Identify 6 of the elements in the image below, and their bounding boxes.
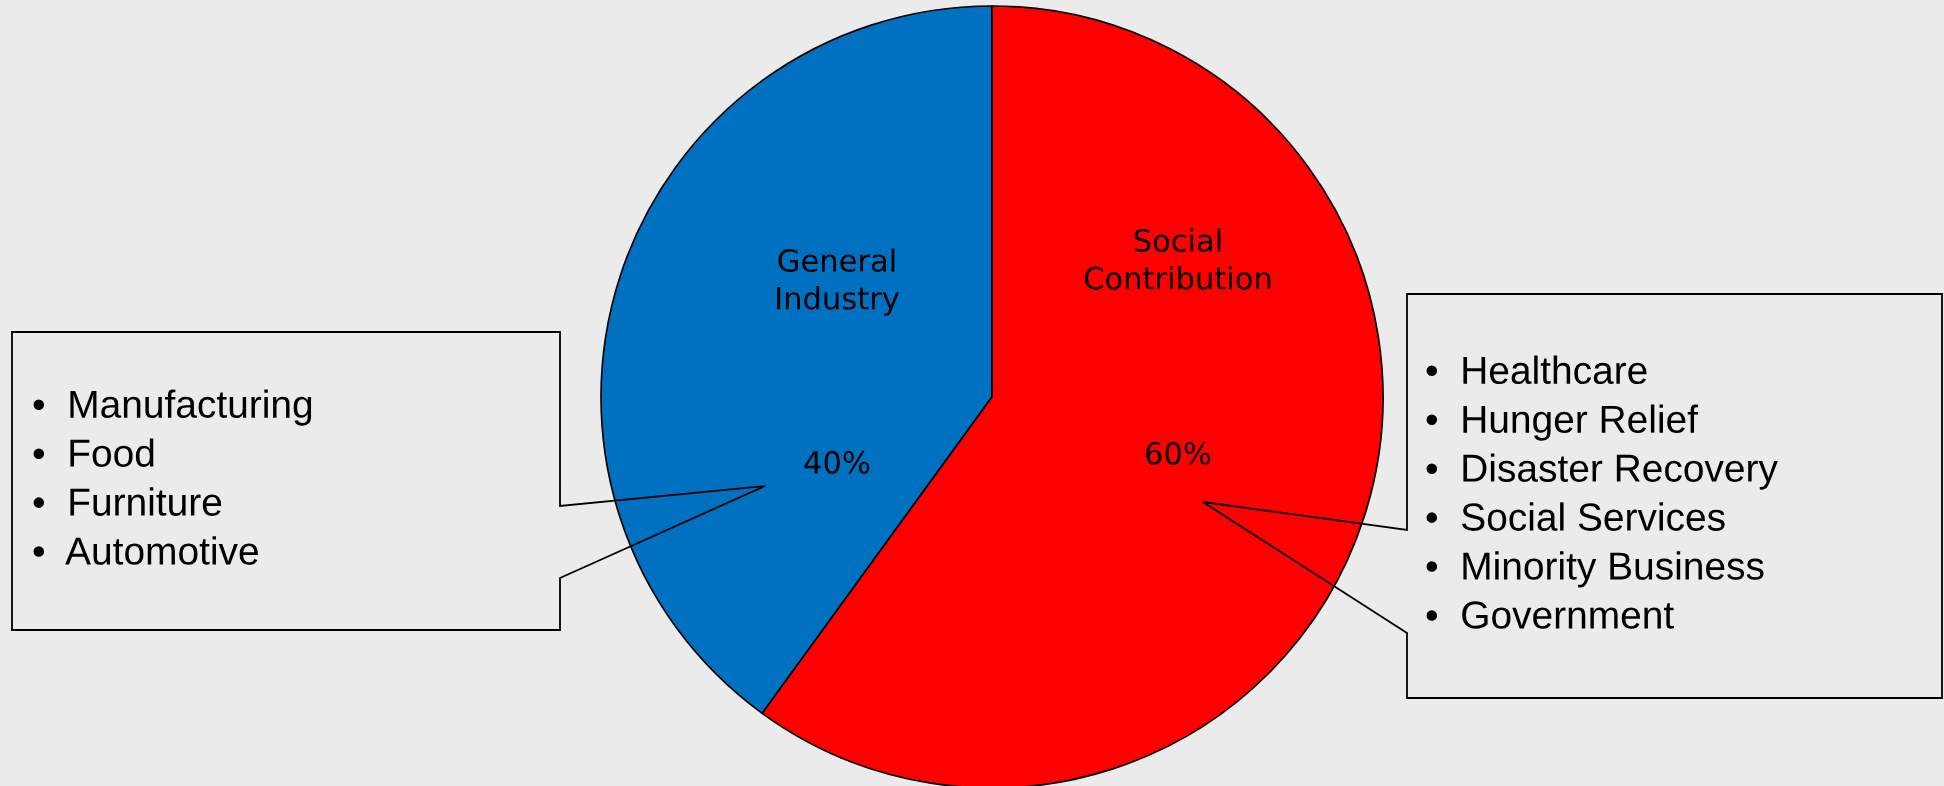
slice-label: General Industry <box>777 248 899 316</box>
data-label: 60% <box>1146 441 1211 465</box>
text: • Manufacturing • Food • Furniture • Automotive <box>33 389 312 565</box>
text: • Healthcare • Hunger Relief • Disaster Recovery • Social Services • Minority Business • Government <box>1426 355 1778 629</box>
data-label: 40% <box>804 450 870 474</box>
slice-label: Social Contribution <box>1084 228 1271 290</box>
